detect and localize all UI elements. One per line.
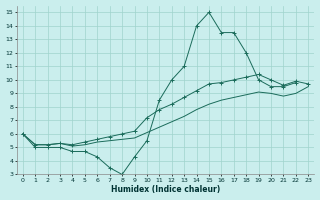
X-axis label: Humidex (Indice chaleur): Humidex (Indice chaleur) xyxy=(111,185,220,194)
